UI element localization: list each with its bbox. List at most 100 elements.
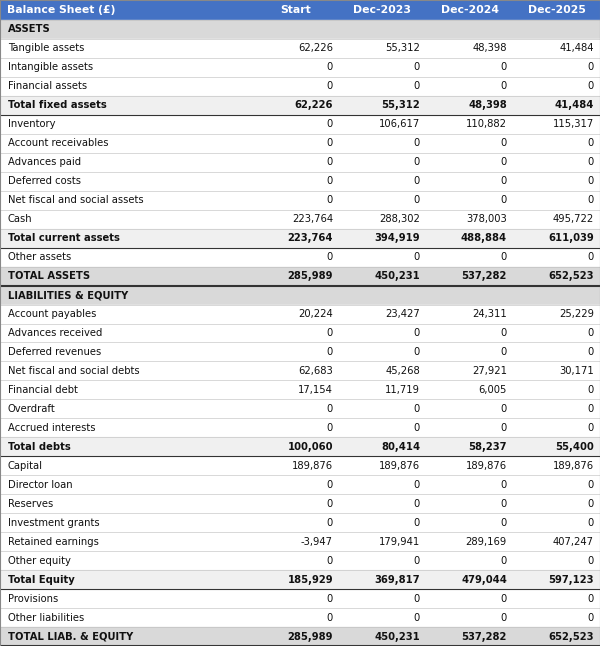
Bar xyxy=(0,513,600,532)
Text: 597,123: 597,123 xyxy=(548,574,594,585)
Text: 450,231: 450,231 xyxy=(374,632,420,641)
Bar xyxy=(0,191,600,210)
Text: 0: 0 xyxy=(588,594,594,603)
Bar xyxy=(0,532,600,551)
Text: 179,941: 179,941 xyxy=(379,537,420,547)
Bar xyxy=(0,551,600,570)
Text: 189,876: 189,876 xyxy=(466,461,507,471)
Text: 0: 0 xyxy=(501,347,507,357)
Text: 189,876: 189,876 xyxy=(292,461,333,471)
Bar xyxy=(0,286,600,304)
Text: 6,005: 6,005 xyxy=(479,385,507,395)
Text: 0: 0 xyxy=(327,157,333,167)
Text: 0: 0 xyxy=(588,63,594,72)
Text: 0: 0 xyxy=(501,612,507,623)
Text: 0: 0 xyxy=(327,328,333,338)
Text: Total fixed assets: Total fixed assets xyxy=(8,100,107,110)
Bar xyxy=(0,304,600,324)
Text: 223,764: 223,764 xyxy=(287,233,333,243)
Text: 652,523: 652,523 xyxy=(548,632,594,641)
Bar xyxy=(0,267,600,286)
Text: 0: 0 xyxy=(588,556,594,566)
Text: 0: 0 xyxy=(327,612,333,623)
Text: 0: 0 xyxy=(414,594,420,603)
Text: Financial debt: Financial debt xyxy=(8,385,77,395)
Text: 24,311: 24,311 xyxy=(472,309,507,319)
Text: 0: 0 xyxy=(588,138,594,149)
Text: 537,282: 537,282 xyxy=(461,632,507,641)
Text: Deferred revenues: Deferred revenues xyxy=(8,347,101,357)
Text: 0: 0 xyxy=(327,556,333,566)
Text: 0: 0 xyxy=(327,594,333,603)
Text: 0: 0 xyxy=(588,176,594,186)
Text: 285,989: 285,989 xyxy=(287,271,333,281)
Text: 369,817: 369,817 xyxy=(374,574,420,585)
Text: 0: 0 xyxy=(501,63,507,72)
Text: 115,317: 115,317 xyxy=(553,120,594,129)
Text: 0: 0 xyxy=(501,517,507,528)
Text: 62,226: 62,226 xyxy=(298,43,333,54)
Text: Start: Start xyxy=(280,5,311,15)
Text: Dec-2025: Dec-2025 xyxy=(527,5,586,15)
Text: 0: 0 xyxy=(588,195,594,205)
Bar xyxy=(0,115,600,134)
Text: ASSETS: ASSETS xyxy=(8,25,50,34)
Bar xyxy=(0,362,600,380)
Text: 0: 0 xyxy=(414,612,420,623)
Text: 48,398: 48,398 xyxy=(468,100,507,110)
Text: 289,169: 289,169 xyxy=(466,537,507,547)
Text: 450,231: 450,231 xyxy=(374,271,420,281)
Text: 0: 0 xyxy=(588,480,594,490)
Text: 106,617: 106,617 xyxy=(379,120,420,129)
Bar xyxy=(0,58,600,77)
Text: 0: 0 xyxy=(327,423,333,433)
Text: 25,229: 25,229 xyxy=(559,309,594,319)
Text: 62,226: 62,226 xyxy=(295,100,333,110)
Text: 189,876: 189,876 xyxy=(379,461,420,471)
Text: 0: 0 xyxy=(414,517,420,528)
Text: Total Equity: Total Equity xyxy=(8,574,74,585)
Text: Financial assets: Financial assets xyxy=(8,81,87,91)
Text: 0: 0 xyxy=(501,404,507,414)
Text: 55,400: 55,400 xyxy=(555,442,594,452)
Text: 0: 0 xyxy=(414,556,420,566)
Text: 0: 0 xyxy=(414,347,420,357)
Text: 288,302: 288,302 xyxy=(379,214,420,224)
Text: Accrued interests: Accrued interests xyxy=(8,423,95,433)
Bar xyxy=(0,419,600,437)
Text: 0: 0 xyxy=(501,480,507,490)
Bar xyxy=(0,77,600,96)
Text: 45,268: 45,268 xyxy=(385,366,420,376)
Text: 479,044: 479,044 xyxy=(461,574,507,585)
Text: Total current assets: Total current assets xyxy=(8,233,119,243)
Text: Reserves: Reserves xyxy=(8,499,53,509)
Text: 0: 0 xyxy=(501,499,507,509)
Bar xyxy=(0,210,600,229)
Text: 378,003: 378,003 xyxy=(466,214,507,224)
Text: Director loan: Director loan xyxy=(8,480,73,490)
Text: 0: 0 xyxy=(588,81,594,91)
Text: 0: 0 xyxy=(327,138,333,149)
Text: 23,427: 23,427 xyxy=(385,309,420,319)
Text: 55,312: 55,312 xyxy=(385,43,420,54)
Text: 0: 0 xyxy=(501,328,507,338)
Text: 0: 0 xyxy=(501,176,507,186)
Text: LIABILITIES & EQUITY: LIABILITIES & EQUITY xyxy=(8,290,128,300)
Text: 537,282: 537,282 xyxy=(461,271,507,281)
Text: 41,484: 41,484 xyxy=(560,43,594,54)
Text: 0: 0 xyxy=(501,81,507,91)
Bar xyxy=(0,437,600,456)
Text: 27,921: 27,921 xyxy=(472,366,507,376)
Text: 0: 0 xyxy=(327,120,333,129)
Text: 0: 0 xyxy=(501,556,507,566)
Text: 0: 0 xyxy=(414,138,420,149)
Bar xyxy=(0,324,600,342)
Text: 394,919: 394,919 xyxy=(374,233,420,243)
Text: 0: 0 xyxy=(414,480,420,490)
Text: Overdraft: Overdraft xyxy=(8,404,56,414)
Text: 0: 0 xyxy=(588,252,594,262)
Text: 0: 0 xyxy=(588,404,594,414)
Bar xyxy=(0,608,600,627)
Text: 185,929: 185,929 xyxy=(287,574,333,585)
Bar xyxy=(0,589,600,608)
